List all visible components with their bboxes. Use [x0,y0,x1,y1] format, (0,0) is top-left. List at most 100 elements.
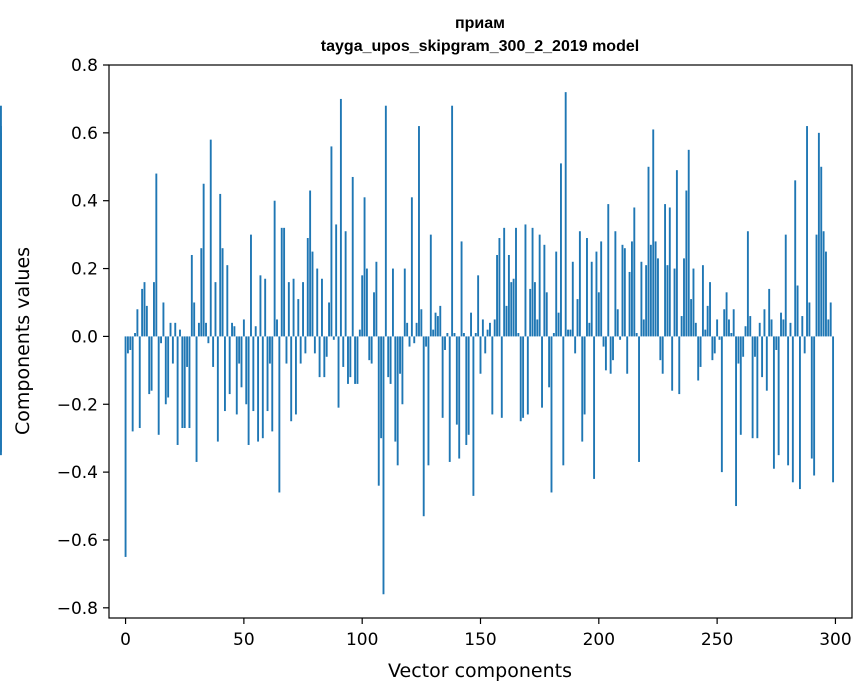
y-tick-label: −0.4 [57,463,98,483]
bar [799,336,801,490]
bar [522,336,525,418]
bar [630,241,633,337]
bar [392,268,394,337]
bar [429,234,432,337]
bar [271,336,274,432]
bar [500,336,503,418]
bar [512,278,515,337]
bar [247,336,250,445]
bar [586,238,588,337]
bar [614,231,617,337]
bar [264,278,267,337]
bar [273,200,276,337]
y-axis-label: Components values [12,247,34,435]
bar [552,333,555,337]
bar [347,336,349,384]
bar [720,336,723,473]
bar [337,336,340,408]
bar [335,224,338,337]
bar [330,146,333,337]
bar [446,333,449,337]
bar [290,336,293,422]
bar [510,282,513,337]
bar [593,336,596,479]
x-tick-label: 150 [464,630,496,650]
bar [318,336,321,378]
bar [134,333,136,337]
bar [737,336,740,364]
bar [171,336,174,364]
bar [649,244,652,337]
bar [609,336,612,374]
bar [716,319,719,337]
bar [193,302,196,337]
bar [186,336,189,367]
bar [638,336,640,462]
bar [623,248,626,337]
bar [221,248,224,337]
bar [420,309,423,337]
bar [410,197,413,337]
bar [657,258,659,337]
bar [138,336,141,429]
bar [339,98,342,337]
bar [160,336,162,344]
bar [356,336,359,384]
x-axis-label: Vector components [388,660,572,682]
bar [505,305,508,337]
bar [645,265,648,337]
bar [765,336,768,391]
bar [621,244,624,337]
bar [358,329,361,337]
x-axis-ticks: 0 50 100 150 200 250 300 [120,618,852,650]
bar [145,305,148,337]
bar [673,268,676,337]
bar [470,312,472,337]
bar [164,336,167,405]
bar [829,302,832,337]
bar [581,336,584,442]
bar [782,319,785,337]
bar [406,322,409,337]
bar [387,336,390,378]
bar [131,336,134,432]
bar [313,336,316,354]
bar [801,316,804,337]
bar [560,163,562,337]
bar [711,336,714,361]
bar [602,336,605,347]
bar [283,227,286,337]
bar [813,336,816,476]
bar [822,231,825,337]
bar [742,336,745,357]
bar [574,336,577,354]
bar [370,336,373,364]
bar [486,329,489,337]
bar [659,336,662,361]
bar [141,288,144,337]
bar [562,336,565,466]
bar [190,254,193,337]
bar [569,329,572,337]
x-tick-label: 200 [583,630,615,650]
bar [498,238,501,337]
bar [399,336,401,374]
bar [0,132,2,337]
bar [257,336,260,442]
bar [671,336,674,391]
bar [0,295,2,337]
bar [285,336,288,364]
bar [548,336,551,388]
bar [590,261,593,337]
bar [732,309,735,337]
bar [188,336,191,429]
bar [465,336,468,445]
bar [455,336,458,425]
bar [439,305,442,337]
bar [515,227,517,337]
bar [228,336,231,395]
bar [479,336,482,374]
y-tick-label: −0.6 [57,531,98,551]
bar [136,309,139,337]
